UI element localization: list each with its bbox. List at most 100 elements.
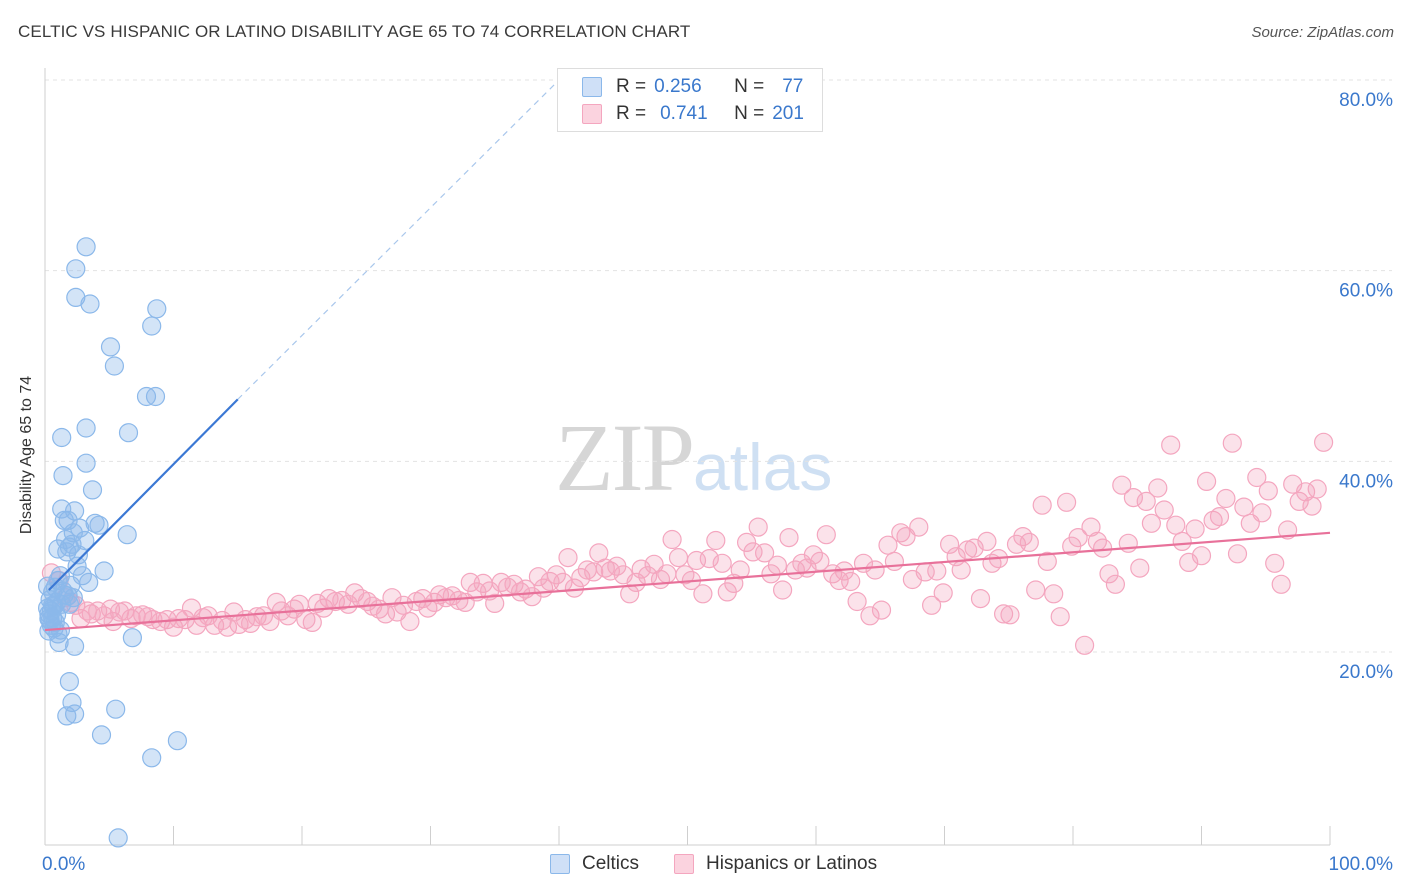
hispanics-point: [736, 532, 757, 553]
celtics-point: [58, 510, 78, 531]
hispanics-point: [891, 523, 911, 543]
celtics-point: [147, 299, 167, 319]
celtics-point: [37, 576, 58, 596]
watermark-zip: ZIP: [555, 404, 695, 511]
hispanics-point: [302, 612, 322, 633]
hispanics-point: [1172, 531, 1192, 552]
hispanics-point: [970, 588, 991, 609]
legend-item-celtics[interactable]: Celtics: [550, 851, 639, 877]
watermark-atlas: atlas: [693, 430, 833, 504]
hispanics-point: [927, 561, 947, 581]
hispanics-point: [1258, 481, 1278, 501]
stats-row-hispanics: R = 0.741 N = 201: [582, 101, 804, 127]
hispanics-point: [1081, 517, 1101, 537]
celtics-point: [57, 706, 77, 726]
hispanics-point: [772, 580, 793, 600]
hispanics-point: [847, 591, 867, 612]
x-tick-label: 0.0%: [42, 854, 85, 875]
hispanics-point: [1271, 574, 1291, 594]
hispanics-point: [841, 571, 861, 592]
celtics-trend-line: [48, 398, 239, 591]
hispanics-point: [878, 535, 898, 555]
hispanics-point: [338, 594, 358, 614]
hispanics-point: [584, 562, 604, 582]
hispanics-point: [400, 611, 420, 632]
hispanics-point: [1044, 584, 1064, 604]
hispanics-point: [1074, 635, 1095, 655]
y-tick-label: 40.0%: [1339, 471, 1393, 492]
hispanics-point: [693, 584, 713, 604]
hispanics-point: [1289, 491, 1309, 511]
celtics-point: [59, 671, 80, 692]
celtics-point: [53, 466, 73, 486]
hispanics-point: [871, 600, 892, 620]
hispanics-point: [1068, 527, 1088, 548]
celtics-point: [52, 427, 72, 448]
hispanics-point: [1302, 496, 1322, 516]
hispanics-point: [1247, 467, 1267, 488]
celtics-point: [66, 287, 86, 307]
hispanics-point: [951, 560, 971, 580]
hispanics-trend-line: [44, 531, 1331, 632]
legend-item-hispanics[interactable]: Hispanics or Latinos: [674, 851, 877, 877]
celtics-point: [106, 699, 126, 719]
celtics-point: [80, 294, 100, 314]
hispanics-point: [668, 547, 689, 568]
source-credit: Source: ZipAtlas.com: [1251, 24, 1394, 41]
legend-label-hispanics: Hispanics or Latinos: [706, 853, 878, 874]
hispanics-point: [510, 582, 531, 602]
celtics-point: [118, 423, 139, 443]
hispanics-point: [748, 517, 768, 537]
celtics-point: [57, 542, 77, 562]
stats-r-value: 0.256: [654, 76, 702, 97]
celtics-point: [66, 259, 86, 279]
hispanics-point: [1252, 503, 1272, 523]
chart-title: CELTIC VS HISPANIC OR LATINO DISABILITY …: [18, 22, 691, 41]
hispanics-point: [977, 531, 997, 552]
hispanics-point: [860, 606, 880, 626]
hispanics-point: [1130, 558, 1150, 578]
watermark: ZIPatlas: [555, 402, 832, 513]
hispanics-point: [779, 527, 799, 548]
hispanics-point: [1222, 433, 1242, 453]
hispanics-point: [1019, 532, 1039, 553]
hispanics-point: [1105, 574, 1126, 594]
hispanics-point: [921, 595, 942, 615]
hispanics-point: [1227, 544, 1248, 564]
hispanics-point: [1277, 520, 1298, 540]
celtics-trend-extension: [237, 79, 560, 400]
hispanics-point: [546, 565, 567, 585]
stats-box: R = 0.256 N = 77 R = 0.741 N = 201: [557, 68, 823, 132]
stats-n-value: 201: [772, 103, 804, 124]
hispanics-point: [558, 547, 578, 568]
hispanics-point: [767, 555, 788, 575]
hispanics-point: [939, 534, 960, 554]
hispanics-point: [896, 526, 916, 547]
legend-label-celtics: Celtics: [582, 853, 640, 874]
hispanics-point: [564, 578, 585, 598]
celtics-point: [91, 725, 112, 745]
y-tick-label: 80.0%: [1339, 90, 1393, 111]
hispanics-point: [1191, 546, 1212, 566]
celtics-point: [89, 515, 109, 535]
stats-row-celtics: R = 0.256 N = 77: [582, 74, 803, 100]
celtics-point: [122, 628, 142, 648]
hispanics-point: [1032, 495, 1052, 515]
hispanics-point: [1099, 564, 1119, 584]
hispanics-point: [909, 517, 929, 537]
stats-swatch-hispanics: [582, 104, 602, 124]
celtics-point: [64, 704, 85, 724]
hispanics-point: [1216, 488, 1236, 509]
hispanics-point: [865, 560, 885, 580]
hispanics-point: [1166, 515, 1186, 535]
hispanics-point: [1000, 605, 1020, 625]
hispanics-point: [1050, 607, 1070, 627]
celtics-point: [53, 581, 73, 601]
stats-n-label: N =: [734, 103, 765, 124]
celtics-point: [76, 453, 96, 473]
celtics-point: [145, 386, 166, 407]
hispanics-point: [730, 560, 750, 580]
hispanics-point: [657, 564, 677, 584]
hispanics-point: [1161, 435, 1181, 455]
